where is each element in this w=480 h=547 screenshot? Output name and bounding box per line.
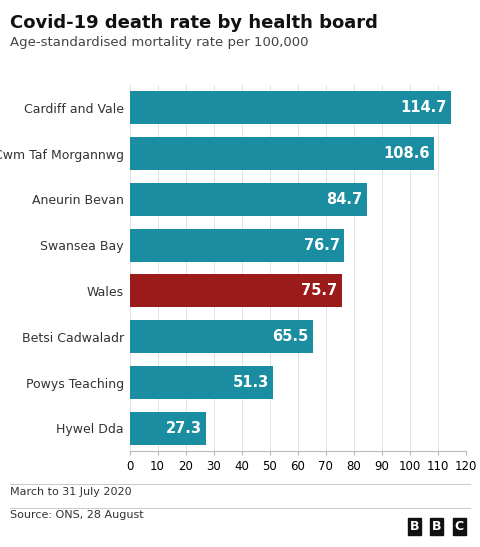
- Text: March to 31 July 2020: March to 31 July 2020: [10, 487, 131, 497]
- Bar: [130, 275, 342, 307]
- Text: 65.5: 65.5: [273, 329, 309, 344]
- Text: 108.6: 108.6: [383, 146, 430, 161]
- Text: B: B: [432, 520, 442, 533]
- Text: Age-standardised mortality rate per 100,000: Age-standardised mortality rate per 100,…: [10, 36, 308, 49]
- Bar: [130, 137, 433, 170]
- Text: Covid-19 death rate by health board: Covid-19 death rate by health board: [10, 14, 377, 32]
- Text: 27.3: 27.3: [166, 421, 202, 436]
- Text: C: C: [455, 520, 464, 533]
- Text: 76.7: 76.7: [304, 237, 340, 253]
- Text: 84.7: 84.7: [326, 192, 362, 207]
- Bar: [130, 229, 344, 261]
- Text: 75.7: 75.7: [301, 283, 337, 299]
- Bar: [130, 366, 273, 399]
- Bar: [130, 183, 367, 216]
- Bar: [130, 320, 313, 353]
- Bar: [130, 91, 451, 124]
- Text: B: B: [409, 520, 419, 533]
- Text: 114.7: 114.7: [400, 100, 446, 115]
- Bar: [130, 412, 206, 445]
- Text: Source: ONS, 28 August: Source: ONS, 28 August: [10, 510, 143, 520]
- Text: 51.3: 51.3: [233, 375, 269, 390]
